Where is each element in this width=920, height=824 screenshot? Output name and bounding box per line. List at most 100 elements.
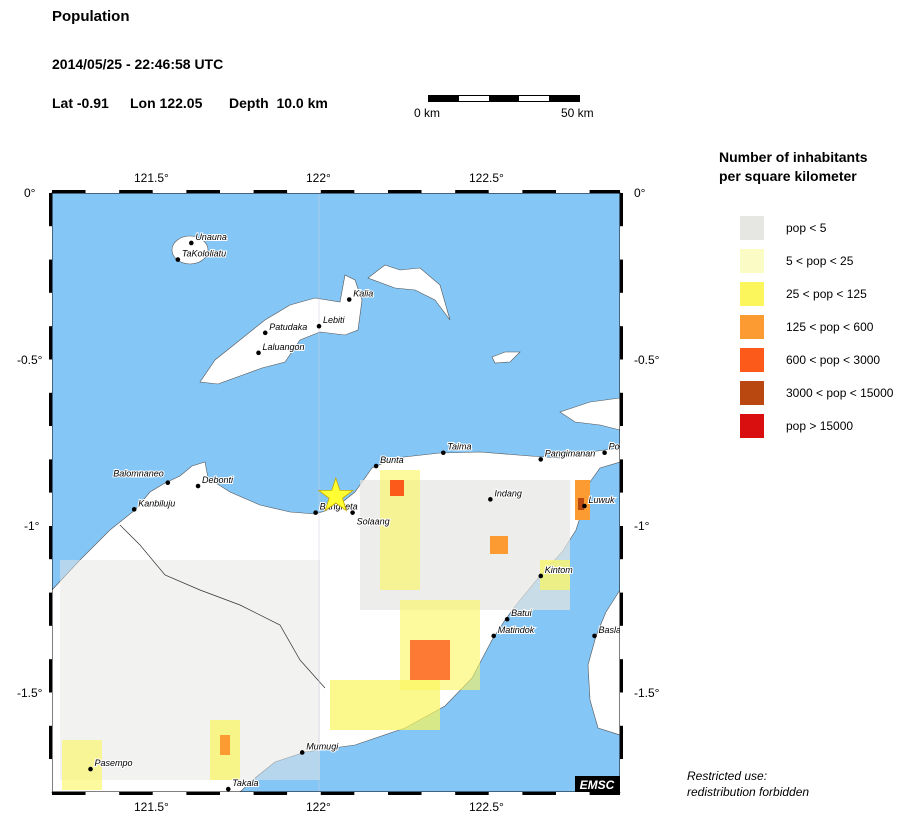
- city-marker[interactable]: [175, 257, 181, 262]
- frame-segment: [488, 792, 523, 795]
- frame-segment: [287, 190, 321, 193]
- city-label: Lebiti: [323, 315, 346, 325]
- city-marker[interactable]: [582, 503, 587, 509]
- frame-segment: [119, 792, 153, 795]
- city-label: Kanbiluju: [138, 498, 175, 508]
- city-marker[interactable]: [131, 507, 137, 512]
- usage-note: Restricted use: redistribution forbidden: [687, 768, 809, 800]
- city-label: Batui: [511, 608, 533, 618]
- small-island: [367, 264, 451, 321]
- frame-segment: [589, 190, 620, 193]
- frame-segment: [49, 492, 52, 526]
- frame-segment: [522, 792, 556, 795]
- frame-segment: [52, 190, 86, 193]
- frame-segment: [49, 226, 52, 260]
- frame-segment: [556, 190, 590, 193]
- legend-item: pop < 5: [740, 216, 826, 240]
- city-marker[interactable]: [602, 450, 607, 456]
- city-marker[interactable]: [350, 510, 355, 515]
- frame-segment: [620, 193, 623, 227]
- frame-segment: [620, 659, 623, 693]
- city-label: Kalia: [353, 289, 373, 299]
- frame-segment: [85, 792, 120, 795]
- city-marker[interactable]: [441, 450, 446, 456]
- lat-tick-label: 0°: [634, 186, 646, 200]
- city-marker[interactable]: [491, 633, 497, 639]
- population-density-cells: [60, 470, 590, 790]
- city-label: Mumugi: [306, 741, 339, 751]
- legend-swatch: [740, 381, 764, 405]
- frame-segment: [620, 292, 623, 327]
- epicenter-star-icon[interactable]: [317, 476, 355, 512]
- frame-segment: [49, 459, 52, 493]
- city-marker[interactable]: [262, 330, 268, 336]
- frame-segment: [488, 190, 523, 193]
- city-marker[interactable]: [195, 483, 201, 489]
- frame-segment: [49, 559, 52, 593]
- city-marker[interactable]: [313, 510, 318, 515]
- legend-item: pop > 15000: [740, 414, 853, 438]
- frame-segment: [522, 190, 556, 193]
- frame-segment: [186, 190, 220, 193]
- lon-tick-label: 122°: [306, 800, 331, 814]
- city-label: Laluangon: [263, 342, 305, 352]
- frame-segment: [49, 259, 52, 293]
- city-label: Bunta: [380, 455, 404, 465]
- legend-swatch: [740, 216, 764, 240]
- city-marker[interactable]: [538, 573, 544, 579]
- lat-tick-label: -1.5°: [17, 686, 43, 700]
- legend-label: 25 < pop < 125: [786, 287, 867, 301]
- frame-segment: [620, 359, 623, 393]
- frame-segment: [620, 459, 623, 493]
- city-marker[interactable]: [538, 457, 544, 462]
- city-marker[interactable]: [165, 480, 171, 486]
- frame-segment: [388, 792, 422, 795]
- city-label: Taima: [447, 442, 471, 452]
- city-marker[interactable]: [488, 497, 493, 502]
- frame-segment: [620, 426, 623, 460]
- city-marker[interactable]: [346, 297, 352, 302]
- city-marker[interactable]: [316, 323, 322, 329]
- city-label: Matindok: [498, 625, 535, 635]
- city-marker[interactable]: [592, 633, 597, 639]
- city-label: Kintom: [545, 565, 574, 575]
- city-marker[interactable]: [373, 463, 379, 469]
- city-label: Pasempo: [95, 758, 133, 768]
- frame-segment: [354, 190, 388, 193]
- city-marker[interactable]: [189, 240, 194, 246]
- city-marker[interactable]: [225, 786, 231, 792]
- east-land: [587, 589, 620, 736]
- frame-segment: [49, 526, 52, 560]
- frame-segment: [589, 792, 620, 795]
- city-marker[interactable]: [299, 750, 305, 755]
- frame-segment: [620, 692, 623, 726]
- frame-segment: [49, 193, 52, 227]
- city-label: Luwuk: [588, 495, 615, 505]
- frame-segment: [620, 559, 623, 593]
- frame-segment: [287, 792, 321, 795]
- islet: [491, 351, 521, 364]
- frame-segment: [620, 759, 623, 792]
- city-marker[interactable]: [88, 766, 93, 772]
- city-label: Basla: [599, 625, 622, 635]
- legend-swatch: [740, 414, 764, 438]
- frame-segment: [85, 190, 120, 193]
- city-label: Debonti: [202, 475, 234, 485]
- lat-tick-label: 0°: [24, 186, 36, 200]
- frame-segment: [49, 759, 52, 792]
- city-label: Indang: [494, 488, 522, 498]
- city-marker[interactable]: [256, 350, 261, 356]
- frame-segment: [49, 692, 52, 726]
- frame-segment: [320, 792, 355, 795]
- legend-item: 3000 < pop < 15000: [740, 381, 893, 405]
- city-marker[interactable]: [504, 616, 510, 622]
- legend-label: pop < 5: [786, 221, 827, 235]
- togian-island: [199, 274, 363, 385]
- legend-swatch: [740, 315, 764, 339]
- frame-segment: [620, 625, 623, 660]
- frame-segment: [421, 190, 456, 193]
- frame-segment: [320, 190, 355, 193]
- lon-tick-label: 122.5°: [469, 171, 504, 185]
- frame-segment: [388, 190, 422, 193]
